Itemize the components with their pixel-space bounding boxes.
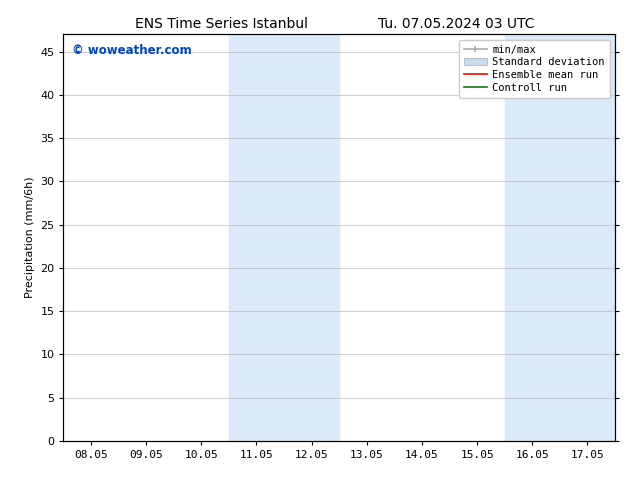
Legend: min/max, Standard deviation, Ensemble mean run, Controll run: min/max, Standard deviation, Ensemble me… [459, 40, 610, 98]
Bar [229, 34, 339, 441]
Text: © woweather.com: © woweather.com [72, 45, 191, 57]
Text: Tu. 07.05.2024 03 UTC: Tu. 07.05.2024 03 UTC [378, 17, 534, 31]
Bar [505, 34, 615, 441]
Text: ENS Time Series Istanbul: ENS Time Series Istanbul [136, 17, 308, 31]
Y-axis label: Precipitation (mm/6h): Precipitation (mm/6h) [25, 177, 35, 298]
